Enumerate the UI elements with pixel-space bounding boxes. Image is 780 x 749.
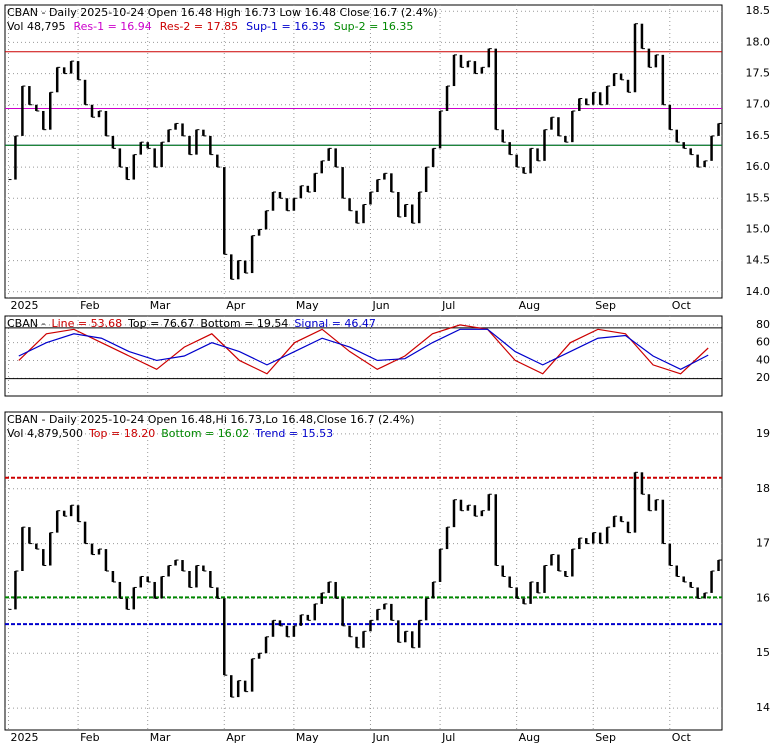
volume: Vol 48,795 (7, 20, 65, 33)
y-tick-label: 19 (756, 427, 770, 440)
level-label: Sup-2 = 16.35 (334, 20, 414, 33)
y-tick-label: 14 (756, 701, 770, 714)
y-tick-label: 18 (756, 482, 770, 495)
header: Vol 4,879,500 Top = 18.20 Bottom = 16.02 Tr… (7, 427, 333, 440)
y-tick-label: 40 (756, 353, 770, 366)
y-tick-label: 17 (756, 537, 770, 550)
y-tick-label: 17.5 (746, 67, 771, 80)
panel-frame (4, 315, 723, 397)
y-tick-label: 18.5 (746, 4, 771, 17)
title: CBAN - (7, 317, 45, 330)
x-tick-label: Mar (150, 299, 171, 312)
x-tick-label: Sep (595, 299, 616, 312)
series-line (18, 328, 709, 371)
header: CBAN - Line = 53.68 Top = 76.67 Bottom = 19… (7, 317, 376, 330)
indicator-label: Bottom = 19.54 (200, 317, 288, 330)
x-tick-label: Jun (371, 731, 389, 744)
y-tick-label: 17.0 (746, 98, 771, 111)
series-line (18, 324, 709, 375)
x-tick-label: 2025 (10, 299, 38, 312)
indicator-label: Top = 76.67 (127, 317, 194, 330)
x-tick-label: Sep (595, 731, 616, 744)
y-tick-label: 20 (756, 371, 770, 384)
x-tick-label: Aug (519, 731, 540, 744)
level-label: Res-2 = 17.85 (160, 20, 238, 33)
header: CBAN - Daily 2025-10-24 Open 16.48,Hi 16… (7, 413, 415, 426)
x-tick-label: May (296, 731, 319, 744)
y-tick-label: 15 (756, 646, 770, 659)
y-tick-label: 18.0 (746, 35, 771, 48)
level-label: Bottom = 16.02 (161, 427, 249, 440)
x-tick-label: 2025 (10, 731, 38, 744)
level-label: Res-1 = 16.94 (73, 20, 151, 33)
x-tick-label: Mar (150, 731, 171, 744)
x-tick-label: Feb (80, 731, 99, 744)
level-label: Sup-1 = 16.35 (246, 20, 326, 33)
y-tick-label: 16.0 (746, 160, 771, 173)
x-tick-label: Aug (519, 299, 540, 312)
x-tick-label: Jun (371, 299, 389, 312)
x-tick-label: Oct (672, 731, 692, 744)
x-tick-label: Jul (441, 731, 455, 744)
level-label: Top = 18.20 (88, 427, 155, 440)
y-tick-label: 16.5 (746, 129, 771, 142)
indicator-label: Signal = 46.47 (294, 317, 376, 330)
y-tick-label: 60 (756, 336, 770, 349)
y-tick-label: 15.0 (746, 222, 771, 235)
indicator-label: Line = 53.68 (51, 317, 122, 330)
level-label: Trend = 15.53 (254, 427, 333, 440)
panel-frame (4, 4, 723, 299)
panel-frame (4, 411, 723, 731)
x-tick-label: Jul (441, 299, 455, 312)
title: CBAN - Daily 2025-10-24 Open 16.48,Hi 16… (7, 413, 415, 426)
y-tick-label: 80 (756, 318, 770, 331)
x-tick-label: Feb (80, 299, 99, 312)
title: CBAN - Daily 2025-10-24 Open 16.48 High … (7, 6, 437, 19)
y-tick-label: 14.5 (746, 254, 771, 267)
x-tick-label: Apr (226, 299, 246, 312)
header: Vol 48,795 Res-1 = 16.94 Res-2 = 17.85 Sup-… (7, 20, 413, 33)
x-tick-label: Oct (672, 299, 692, 312)
header: CBAN - Daily 2025-10-24 Open 16.48 High … (7, 6, 437, 19)
y-tick-label: 16 (756, 591, 770, 604)
y-tick-label: 14.0 (746, 285, 771, 298)
x-tick-label: May (296, 299, 319, 312)
y-tick-label: 15.5 (746, 191, 771, 204)
x-tick-label: Apr (226, 731, 246, 744)
volume: Vol 4,879,500 (7, 427, 83, 440)
